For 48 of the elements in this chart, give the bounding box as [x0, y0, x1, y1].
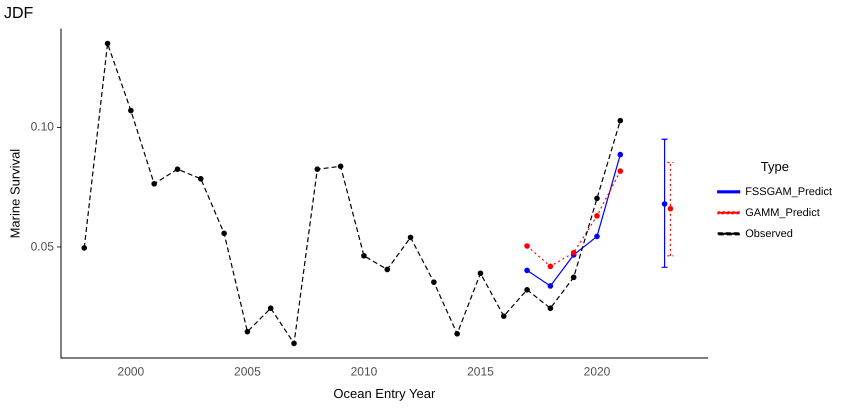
point [338, 164, 344, 170]
point [454, 331, 460, 337]
y-tick-label: 0.05 [30, 239, 54, 254]
point [361, 253, 367, 259]
point [128, 108, 134, 114]
x-tick-label: 2015 [467, 364, 494, 379]
point [408, 234, 414, 240]
legend-label: FSSGAM_Predict [745, 186, 832, 198]
x-tick-label: 2020 [584, 364, 611, 379]
point [384, 266, 390, 272]
point [548, 305, 554, 312]
point [524, 287, 530, 293]
point [291, 340, 297, 346]
point [594, 213, 600, 219]
point [570, 250, 576, 256]
point [570, 274, 576, 280]
point [244, 328, 250, 334]
point [221, 230, 227, 236]
point [524, 243, 530, 249]
point [618, 152, 624, 158]
y-tick-label: 0.10 [30, 120, 54, 134]
point [198, 176, 204, 182]
point [618, 118, 624, 124]
point [431, 279, 437, 285]
point [314, 166, 320, 172]
point [268, 305, 274, 312]
x-axis-title: Ocean Entry Year [333, 386, 436, 401]
x-tick-label: 2005 [234, 364, 262, 379]
point [524, 268, 530, 274]
point [500, 313, 507, 319]
legend-title: Type [760, 158, 789, 174]
x-tick-label: 2000 [118, 364, 145, 379]
x-tick-label: 2010 [350, 364, 378, 379]
legend-label: Observed [745, 228, 793, 240]
point [594, 196, 600, 202]
chart-title: JDF [4, 5, 34, 22]
point [668, 206, 674, 212]
point [81, 245, 88, 251]
point [174, 166, 180, 172]
y-axis-title: Marine Survival [7, 148, 22, 238]
point [151, 180, 157, 187]
point [104, 40, 110, 46]
point [594, 234, 600, 240]
point [618, 168, 624, 174]
legend-label: GAMM_Predict [745, 206, 820, 219]
point [548, 264, 554, 270]
point [548, 283, 554, 289]
point [478, 270, 484, 276]
